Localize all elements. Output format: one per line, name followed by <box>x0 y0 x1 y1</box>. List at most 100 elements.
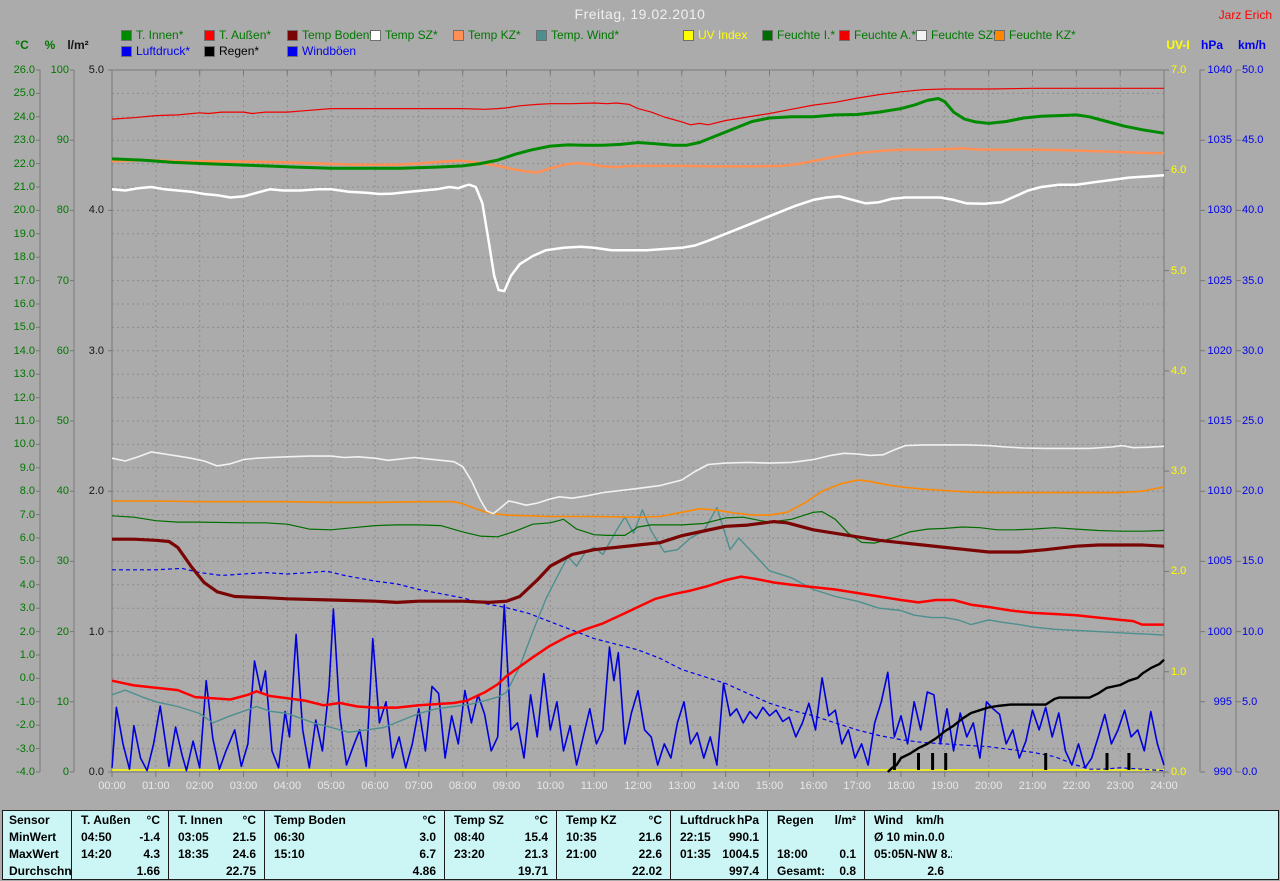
tick-label-hour: 04:00 <box>273 780 302 792</box>
tick-label-tempC: 15.0 <box>13 321 35 334</box>
col-wind-avg: 2.6 <box>864 862 952 879</box>
col-luftdruck-max: 01:35 1004.5 <box>670 845 767 862</box>
col-temp-boden-avg: 4.86 <box>264 862 444 879</box>
table-row-label-label: MaxWert <box>9 846 59 861</box>
legend-swatch-icon <box>287 30 298 41</box>
col-regen-avg: Gesamt: 0.8 <box>767 862 864 879</box>
col-wind-min-value: 0.0 <box>928 829 945 844</box>
legend-label: Luftdruck* <box>136 44 191 58</box>
tick-label-uv: 1.0 <box>1171 665 1187 678</box>
col-t-innen-max-label: 18:35 <box>178 846 209 861</box>
tick-label-uv: 0.0 <box>1171 766 1187 778</box>
legend-item-luftdruck-: Luftdruck* <box>121 44 191 58</box>
legend-swatch-icon <box>453 30 464 41</box>
tick-label-tempC: 1.0 <box>19 649 35 661</box>
tick-label-hpa: 1025 <box>1207 274 1232 287</box>
legend-item-temp-wind-: Temp. Wind* <box>536 28 620 42</box>
col-regen-avg-value: 0.8 <box>839 863 856 878</box>
col-t-innen-min-value: 21.5 <box>232 829 256 844</box>
col-temp-sz-min-value: 15.4 <box>524 829 548 844</box>
tick-label-hpa: 995 <box>1213 695 1232 708</box>
legend-label: Temp SZ* <box>385 28 438 42</box>
tick-label-tempC: 10.0 <box>13 438 35 451</box>
col-regen-min <box>767 828 864 845</box>
legend-item-feuchte-kz-: Feuchte KZ* <box>994 28 1076 42</box>
tick-label-hour: 11:00 <box>580 780 608 792</box>
tick-label-hpa: 1015 <box>1207 415 1232 427</box>
tick-label-hour: 12:00 <box>624 780 652 792</box>
tick-label-pct: 100 <box>50 64 69 76</box>
series-feuchte-sz- <box>111 444 1165 515</box>
legend-swatch-icon <box>762 30 773 41</box>
tick-label-pct: 10 <box>56 695 69 708</box>
rain-event-marker <box>1105 753 1109 770</box>
legend-item-temp-boden-: Temp Boden* <box>287 29 374 42</box>
col-temp-sz-max-value: 21.3 <box>524 846 548 861</box>
tick-label-lm2: 0.0 <box>88 766 104 778</box>
legend-swatch-icon <box>994 30 1005 41</box>
col-t-außen-max-label: 14:20 <box>81 846 112 861</box>
table-row-label: MinWert <box>3 828 71 845</box>
tick-label-tempC: 24.0 <box>13 110 35 123</box>
legend-swatch-icon <box>370 30 381 41</box>
tick-label-tempC: 9.0 <box>19 461 35 474</box>
rain-event-marker <box>917 753 920 770</box>
series-regen- <box>886 658 1165 773</box>
col-temp-kz-avg-value: 22.02 <box>631 863 662 878</box>
tick-label-pct: 60 <box>56 344 69 357</box>
tick-label-tempC: 8.0 <box>19 485 35 498</box>
tick-label-hour: 10:00 <box>536 780 565 792</box>
col-t-innen-avg-value: 22.75 <box>225 863 256 878</box>
series-temp-wind- <box>111 506 1165 733</box>
col-temp-boden-min-value: 3.0 <box>419 829 436 844</box>
col-t-außen-min: 04:50 -1.4 <box>71 828 168 845</box>
tick-label-hpa: 990 <box>1213 766 1232 778</box>
legend-label: Temp. Wind* <box>551 28 620 42</box>
tick-label-hour: 19:00 <box>931 780 959 792</box>
tick-label-tempC: 21.0 <box>13 181 35 193</box>
tick-label-tempC: 16.0 <box>13 298 35 310</box>
tick-label-tempC: 4.0 <box>19 578 35 591</box>
legend-swatch-icon <box>536 30 547 41</box>
tick-label-hpa: 1005 <box>1207 555 1232 568</box>
tick-label-hour: 05:00 <box>317 780 345 792</box>
tick-label-pct: 70 <box>56 274 69 287</box>
tick-label-hour: 01:00 <box>142 780 170 792</box>
table-filler <box>952 828 1278 845</box>
axis-ticks <box>36 69 1241 777</box>
series-t-innen- <box>111 97 1165 170</box>
col-wind-header: Wind km/h <box>864 811 952 828</box>
col-luftdruck-max-value: 1004.5 <box>722 846 759 861</box>
col-temp-sz-header: Temp SZ °C <box>444 811 556 828</box>
col-t-innen-avg: 22.75 <box>168 862 264 879</box>
col-t-außen-max: 14:20 4.3 <box>71 845 168 862</box>
tick-label-uv: 4.0 <box>1171 364 1187 377</box>
tick-label-hour: 02:00 <box>185 780 214 792</box>
col-temp-boden-min: 06:30 3.0 <box>264 828 444 845</box>
col-temp-boden-header: Temp Boden °C <box>264 811 444 828</box>
tick-label-pct: 20 <box>56 625 69 638</box>
tick-label-tempC: 12.0 <box>13 391 35 404</box>
tick-label-pct: 80 <box>56 204 69 217</box>
col-temp-boden-avg-value: 4.86 <box>412 863 436 878</box>
tick-label-lm2: 2.0 <box>88 485 104 498</box>
col-luftdruck-avg: 997.4 <box>670 862 767 879</box>
table-corner-label: Sensor <box>9 812 50 827</box>
col-temp-sz-header-label: Temp SZ <box>454 812 504 827</box>
table-corner: Sensor <box>3 811 71 828</box>
tick-label-tempC: 17.0 <box>13 274 35 287</box>
tick-label-kmh: 15.0 <box>1242 555 1264 568</box>
legend-label: Feuchte KZ* <box>1009 28 1076 42</box>
col-luftdruck-header-label: Luftdruck <box>680 812 736 827</box>
col-temp-kz-header-value: °C <box>648 812 662 827</box>
table-filler <box>952 845 1278 862</box>
table-row-label: MaxWert <box>3 845 71 862</box>
tick-label-tempC: 11.0 <box>14 415 35 427</box>
tick-label-tempC: -2.0 <box>16 719 35 732</box>
tick-label-hour: 00:00 <box>98 780 126 792</box>
tick-label-tempC: 20.0 <box>13 204 35 217</box>
legend-label: Temp KZ* <box>468 28 521 42</box>
tick-label-hour: 24:00 <box>1150 780 1178 792</box>
legend-item-feuchte-sz-: Feuchte SZ* <box>916 29 998 42</box>
legend-item-temp-sz-: Temp SZ* <box>370 28 438 42</box>
